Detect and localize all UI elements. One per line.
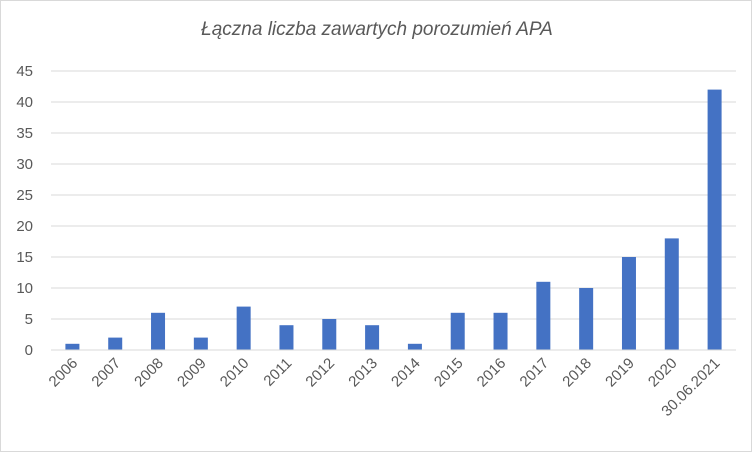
x-tick-label: 2006: [46, 355, 82, 391]
x-tick-label: 2016: [474, 355, 510, 391]
bar: [450, 312, 465, 350]
bar: [664, 238, 679, 350]
bar: [151, 312, 166, 350]
y-tick-label: 10: [16, 280, 33, 297]
bar: [322, 319, 337, 350]
bar: [279, 325, 294, 350]
x-tick-label: 2009: [174, 355, 210, 391]
y-tick-label: 30: [16, 156, 33, 173]
x-tick-label: 2019: [602, 355, 638, 391]
y-tick-label: 40: [16, 94, 33, 111]
bar: [365, 325, 380, 350]
x-tick-label: 2011: [260, 355, 295, 390]
x-tick-label: 2008: [131, 355, 167, 391]
bar: [536, 281, 551, 350]
y-tick-label: 25: [16, 187, 33, 204]
bar: [493, 312, 508, 350]
bar: [407, 343, 422, 350]
x-tick-label: 2017: [517, 355, 553, 391]
y-tick-label: 35: [16, 125, 33, 142]
bar: [65, 343, 80, 350]
x-tick-label: 2018: [559, 355, 595, 391]
y-tick-label: 20: [16, 218, 33, 235]
y-tick-label: 5: [25, 311, 33, 328]
x-tick-label: 2010: [217, 355, 253, 391]
x-tick-label: 2007: [88, 355, 124, 391]
y-tick-label: 0: [25, 342, 33, 359]
x-tick-label: 2012: [302, 355, 338, 391]
x-tick-label: 2014: [388, 355, 424, 391]
bar: [193, 337, 208, 350]
chart-title: Łączna liczba zawartych porozumień APA: [201, 19, 553, 40]
y-tick-label: 45: [16, 63, 33, 80]
bar: [621, 257, 636, 350]
gridlines: [51, 70, 736, 320]
x-tick-label: 2015: [431, 355, 467, 391]
bar: [579, 288, 594, 350]
y-tick-label: 15: [16, 249, 33, 266]
x-tick-label: 2020: [645, 355, 681, 391]
y-axis: 0 5 10 15 20 25 30 35 40 45: [16, 63, 33, 359]
x-tick-label: 2013: [345, 355, 381, 391]
bar: [108, 337, 123, 350]
bar: [236, 306, 251, 350]
bar: [707, 89, 722, 350]
bars: [65, 89, 722, 350]
x-tick-labels: 2006 2007 2008 2009 2010 2011 2012 2013 2014 2015…: [46, 355, 724, 420]
